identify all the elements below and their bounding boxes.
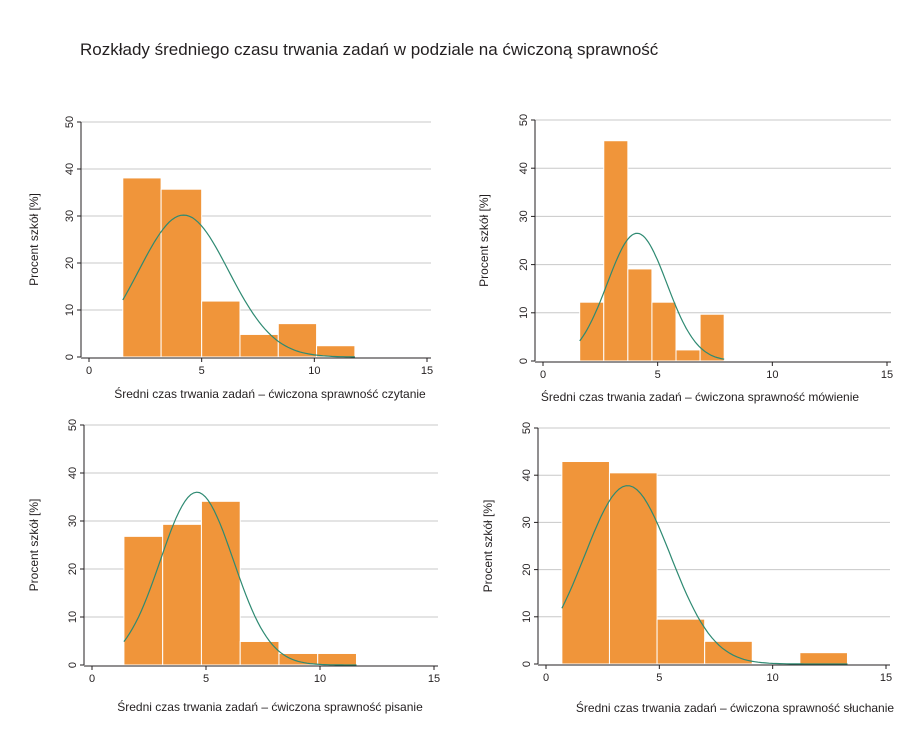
x-tick-label: 15 — [880, 672, 892, 684]
x-tick-label: 15 — [881, 369, 893, 381]
histogram-bar — [603, 140, 629, 362]
y-axis-title: Procent szkół [%] — [477, 194, 491, 287]
histogram-bar — [799, 652, 848, 665]
y-tick-label: 20 — [518, 258, 530, 270]
x-tick-label: 15 — [421, 365, 433, 377]
x-axis-title: Średni czas trwania zadań – ćwiczona spr… — [114, 386, 426, 401]
histogram-bar — [201, 300, 241, 358]
y-tick-label: 10 — [64, 304, 76, 316]
x-tick-label: 5 — [203, 673, 209, 685]
x-tick-label: 0 — [86, 365, 92, 377]
histogram-bar — [699, 313, 725, 362]
y-tick-label: 0 — [521, 661, 533, 667]
y-tick-label: 0 — [518, 358, 530, 364]
y-tick-label: 50 — [64, 116, 76, 128]
y-tick-label: 40 — [64, 163, 76, 175]
y-tick-label: 20 — [67, 563, 79, 575]
normal-density-curve — [561, 485, 848, 665]
y-axis-title: Procent szkół [%] — [27, 193, 41, 286]
histogram-bar — [608, 472, 658, 665]
histogram-bar — [200, 500, 241, 666]
y-tick-label: 0 — [67, 662, 79, 668]
x-tick-label: 10 — [766, 369, 778, 381]
x-axis-title: Średni czas trwania zadań – ćwiczona spr… — [117, 699, 423, 714]
normal-density-curve — [123, 491, 357, 666]
x-tick-label: 0 — [543, 672, 549, 684]
histogram-bar — [160, 188, 203, 358]
y-tick-label: 30 — [518, 210, 530, 222]
y-tick-label: 20 — [64, 257, 76, 269]
y-tick-label: 50 — [521, 422, 533, 434]
normal-density-curve — [122, 214, 355, 358]
y-tick-label: 10 — [518, 307, 530, 319]
histogram-bar — [162, 523, 202, 666]
histogram-bar — [651, 301, 677, 362]
x-tick-label: 10 — [308, 365, 320, 377]
x-tick-label: 5 — [656, 672, 662, 684]
y-tick-label: 30 — [67, 515, 79, 527]
histogram-bar — [627, 268, 653, 362]
y-tick-label: 50 — [67, 419, 79, 431]
y-tick-label: 40 — [67, 467, 79, 479]
x-tick-label: 0 — [540, 369, 546, 381]
y-tick-label: 0 — [64, 354, 76, 360]
histogram-bar — [656, 618, 706, 665]
x-tick-label: 10 — [767, 672, 779, 684]
x-tick-label: 10 — [314, 673, 326, 685]
x-axis-title: Średni czas trwania zadań – ćwiczona spr… — [541, 389, 859, 404]
normal-density-curve — [579, 232, 725, 360]
y-tick-label: 20 — [521, 563, 533, 575]
histogram-bar — [561, 461, 610, 665]
y-tick-label: 30 — [64, 210, 76, 222]
y-tick-label: 10 — [521, 611, 533, 623]
y-axis-title: Procent szkół [%] — [481, 500, 495, 593]
histogram-bar — [579, 301, 605, 362]
y-tick-label: 40 — [518, 162, 530, 174]
x-tick-label: 15 — [428, 673, 440, 685]
x-tick-label: 5 — [655, 369, 661, 381]
x-axis-title: Średni czas trwania zadań – ćwiczona spr… — [576, 700, 894, 715]
x-tick-label: 5 — [199, 365, 205, 377]
y-tick-label: 30 — [521, 516, 533, 528]
y-tick-label: 50 — [518, 114, 530, 126]
page-title: Rozkłady średniego czasu trwania zadań w… — [80, 40, 659, 59]
y-tick-label: 40 — [521, 469, 533, 481]
x-tick-label: 0 — [89, 673, 95, 685]
y-tick-label: 10 — [67, 611, 79, 623]
y-axis-title: Procent szkół [%] — [27, 499, 41, 592]
